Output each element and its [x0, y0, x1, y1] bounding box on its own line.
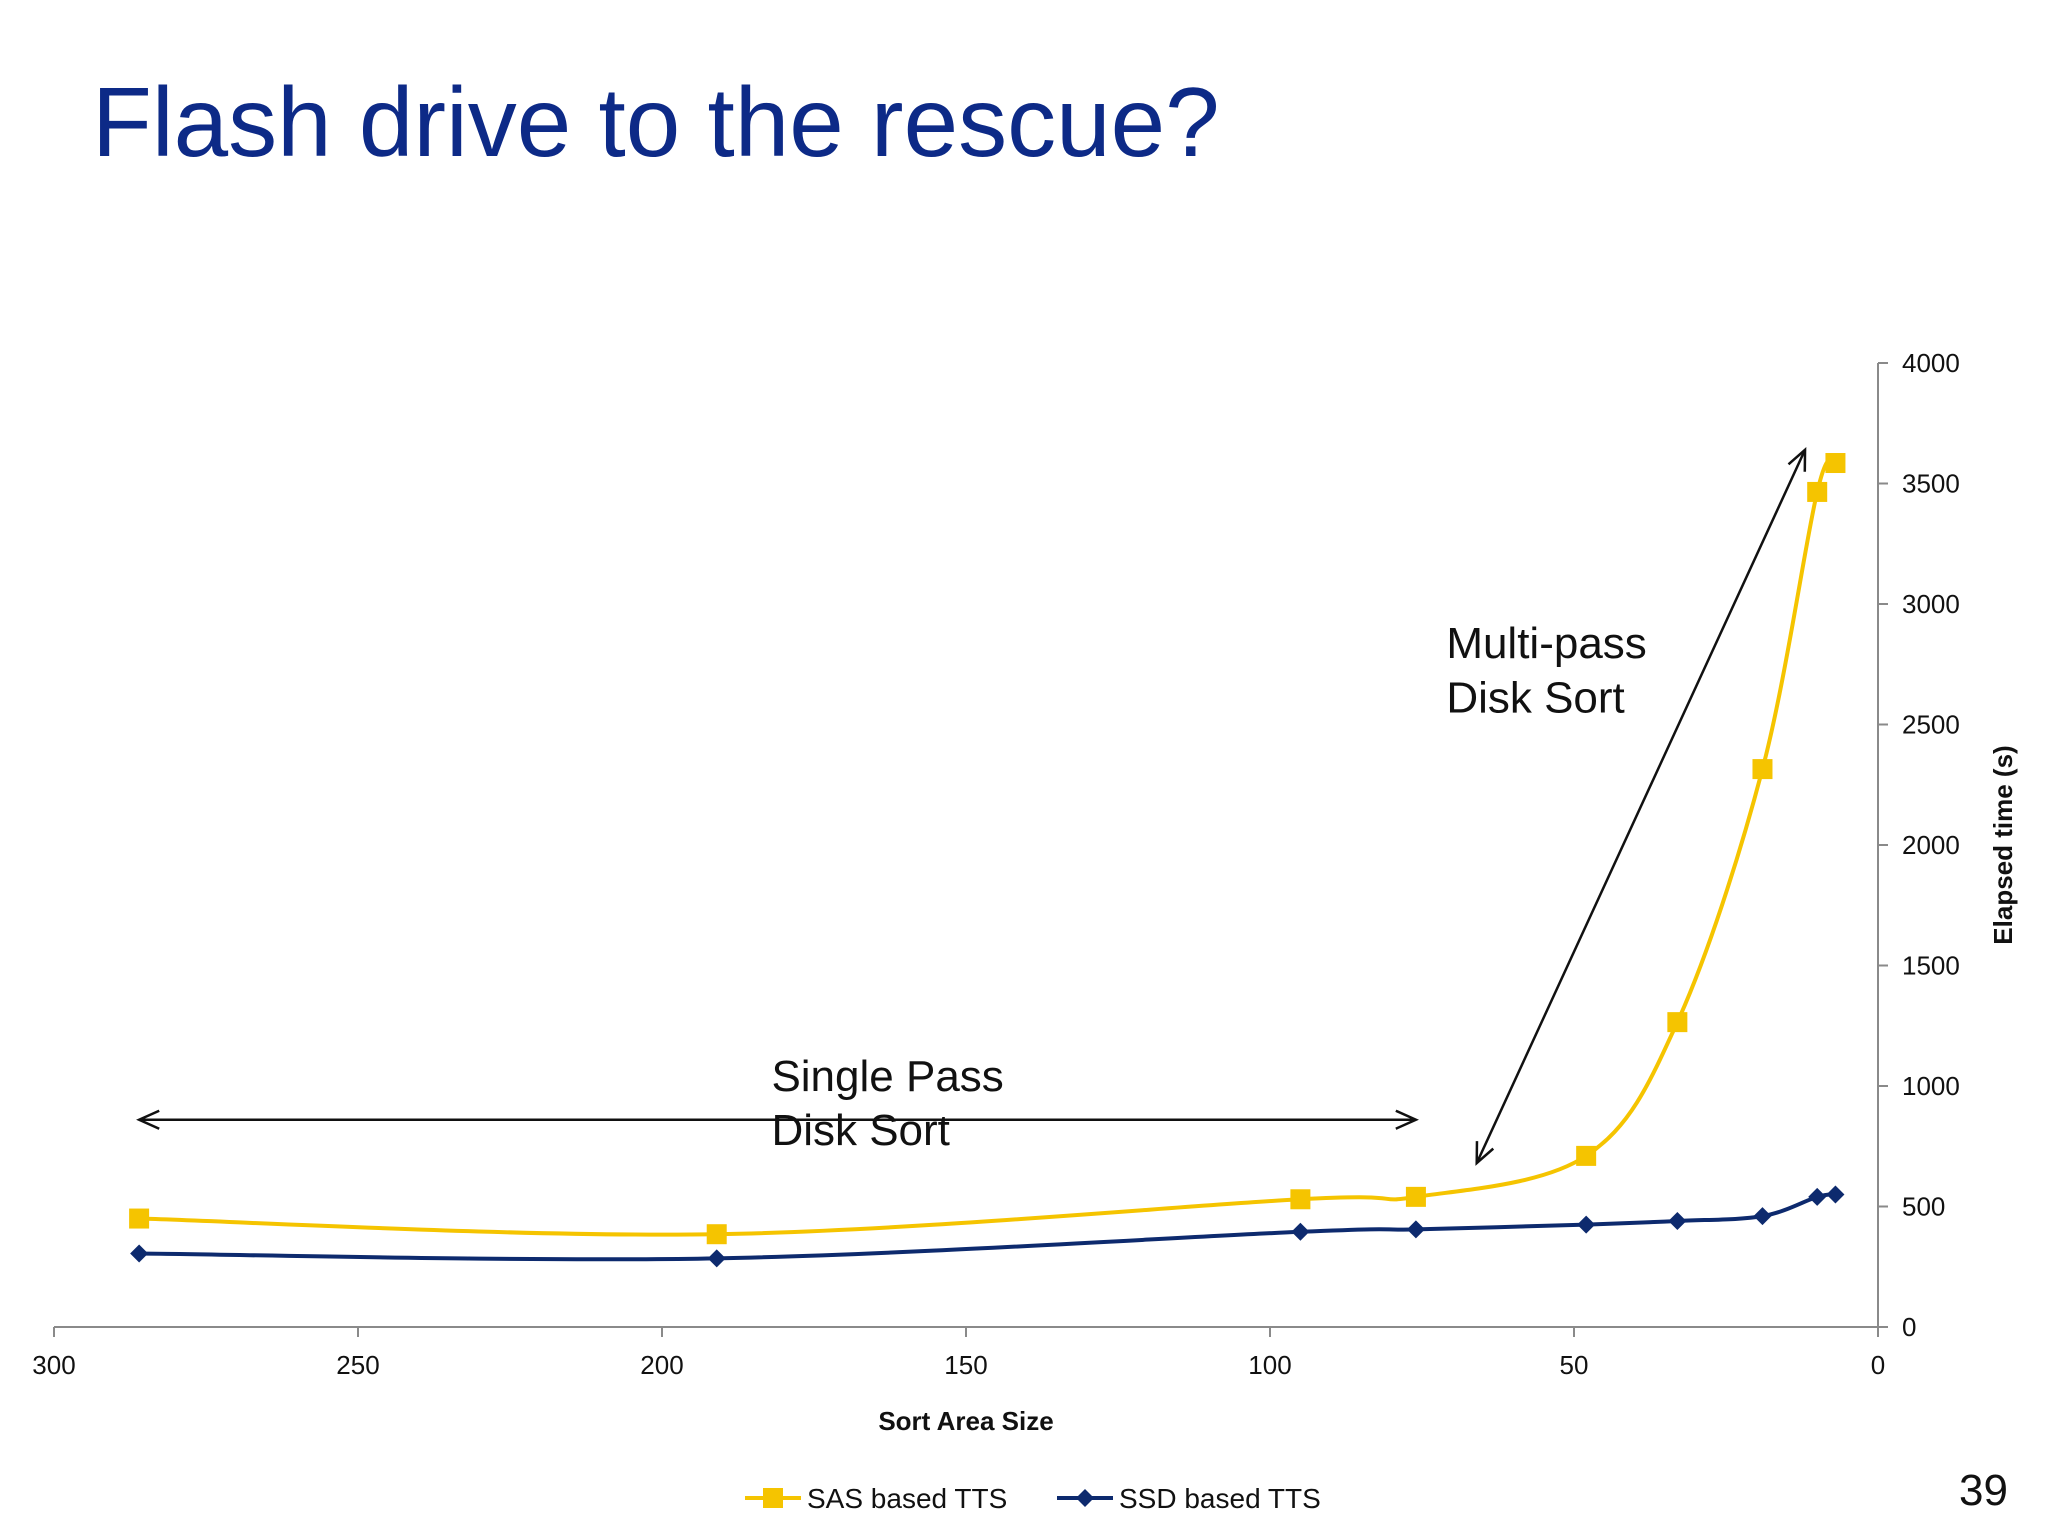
data-point	[1808, 1187, 1827, 1206]
chart-legend: SAS based TTS SSD based TTS	[745, 1483, 1321, 1514]
series-line	[139, 458, 1838, 1237]
data-point	[1291, 1222, 1310, 1241]
x-tick-label: 50	[1560, 1350, 1589, 1380]
x-tick-label: 300	[32, 1350, 75, 1380]
x-tick-label: 150	[944, 1350, 987, 1380]
data-point	[706, 1224, 727, 1245]
arrow-head	[1395, 1109, 1419, 1130]
data-point	[707, 1249, 726, 1268]
series-sas	[129, 453, 1846, 1245]
x-axis-title: Sort Area Size	[878, 1406, 1053, 1436]
y-tick-label: 2500	[1902, 710, 1960, 740]
y-tick-label: 3000	[1902, 589, 1960, 619]
series-ssd	[130, 1185, 1845, 1268]
data-point	[129, 1208, 150, 1229]
chart-annotations: Single Pass Disk Sort Multi-pass Disk Sort	[136, 446, 1807, 1166]
annotation-text: Single Pass	[771, 1052, 1003, 1101]
chart-series	[129, 453, 1846, 1268]
arrow-head	[1787, 446, 1807, 472]
annotation-text: Disk Sort	[1446, 673, 1624, 722]
x-tick-label: 200	[640, 1350, 683, 1380]
page-number: 39	[1959, 1466, 2008, 1515]
legend-label: SAS based TTS	[807, 1483, 1007, 1514]
x-tick-label: 250	[336, 1350, 379, 1380]
y-axis-title: Elapsed time (s)	[1988, 745, 2018, 944]
y-tick-label: 500	[1902, 1192, 1945, 1222]
y-tick-label: 2000	[1902, 830, 1960, 860]
annotation-text: Multi-pass	[1446, 619, 1647, 668]
legend-marker	[1076, 1489, 1094, 1507]
data-point	[1406, 1220, 1425, 1239]
arrow-head	[136, 1109, 160, 1130]
slide-title: Flash drive to the rescue?	[92, 67, 1220, 177]
chart-axes: 300 250 200 150 100 50 00500100015002000250030…	[32, 348, 2018, 1436]
data-point	[1576, 1145, 1597, 1166]
annotation-text: Disk Sort	[771, 1106, 949, 1155]
y-tick-label: 4000	[1902, 348, 1960, 378]
data-point	[1753, 1207, 1772, 1226]
x-tick-label: 100	[1248, 1350, 1291, 1380]
y-tick-label: 1000	[1902, 1071, 1960, 1101]
data-point	[1752, 759, 1773, 780]
data-point	[1825, 453, 1846, 474]
y-tick-label: 0	[1902, 1312, 1916, 1342]
y-tick-label: 1500	[1902, 951, 1960, 981]
data-point	[1290, 1189, 1311, 1210]
data-point	[130, 1244, 149, 1263]
data-point	[1807, 481, 1828, 502]
x-tick-label: 0	[1871, 1350, 1885, 1380]
data-point	[1405, 1186, 1426, 1207]
data-point	[1577, 1215, 1596, 1234]
data-point	[1826, 1185, 1845, 1204]
arrow-head	[1475, 1141, 1495, 1166]
annotation-arrow	[1475, 449, 1807, 1164]
y-tick-label: 3500	[1902, 469, 1960, 499]
data-point	[1667, 1012, 1688, 1033]
legend-marker	[763, 1488, 783, 1508]
legend-label: SSD based TTS	[1119, 1483, 1321, 1514]
data-point	[1668, 1211, 1687, 1230]
